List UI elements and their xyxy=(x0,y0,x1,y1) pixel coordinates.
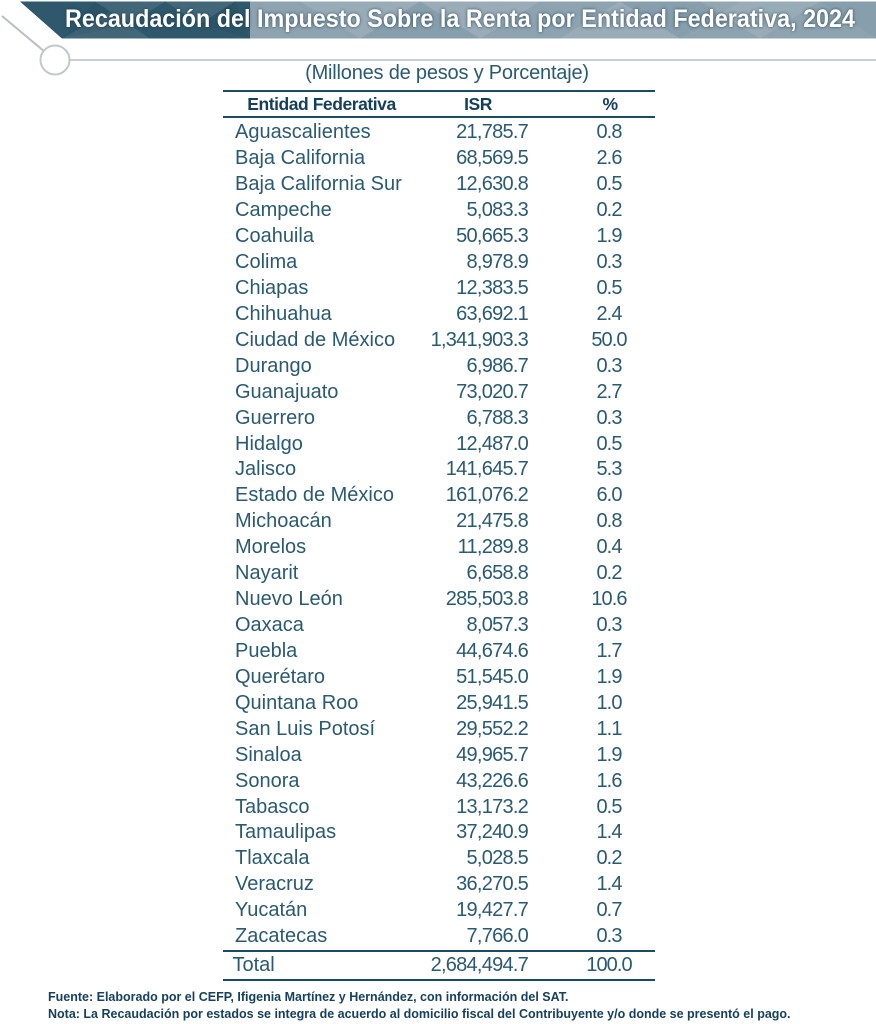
svg-text:Recaudación del Impuesto Sobre: Recaudación del Impuesto Sobre la Renta … xyxy=(65,5,855,33)
